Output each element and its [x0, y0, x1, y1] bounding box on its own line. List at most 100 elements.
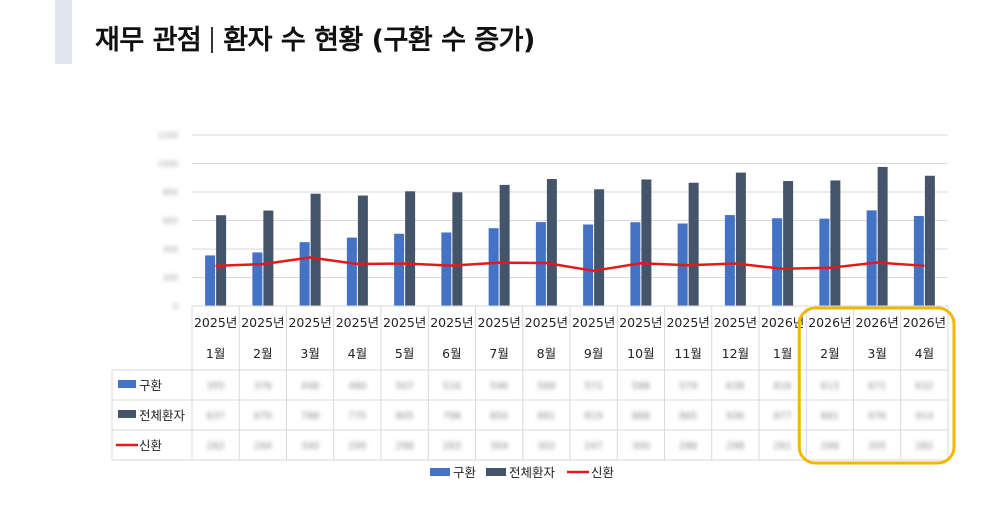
y-tick-label: 1000 — [158, 160, 178, 169]
legend-label: 구환 — [453, 465, 477, 480]
data-label: 589 — [537, 381, 555, 392]
data-label: 286 — [679, 441, 697, 452]
data-label: 300 — [632, 441, 650, 452]
x-tick-label: 2월 — [253, 346, 272, 361]
x-tick-label: 12월 — [722, 346, 749, 361]
bar-total — [216, 215, 227, 306]
title-separator — [211, 27, 214, 53]
data-label: 670 — [254, 411, 272, 422]
x-tick-label: 8월 — [537, 346, 556, 361]
x-tick-label: 1월 — [773, 346, 792, 361]
x-tick-label: 2025년 — [430, 315, 473, 330]
data-label: 305 — [868, 441, 886, 452]
bar-total — [688, 182, 699, 306]
data-label: 516 — [443, 381, 461, 392]
bar-total — [310, 193, 321, 306]
data-label: 638 — [726, 381, 744, 392]
x-tick-label: 11월 — [674, 346, 701, 361]
bar-gu — [913, 215, 924, 306]
bar-gu — [488, 228, 499, 306]
x-tick-label: 2025년 — [619, 315, 662, 330]
bar-gu — [346, 237, 357, 306]
page-title: 재무 관점 환자 수 현황 (구환 수 증가) — [95, 18, 535, 57]
data-table: 2025년 1월 2025년 2월 2025년 3월 2025년 4월 2025년 5월 2025년… — [111, 305, 949, 461]
data-label: 294 — [254, 441, 272, 452]
table-row-label: 구환 — [139, 378, 163, 393]
x-tick-label: 2026년 — [855, 315, 898, 330]
x-tick-label: 4월 — [915, 346, 934, 361]
data-label: 247 — [585, 441, 603, 452]
data-label: 888 — [632, 411, 650, 422]
data-label: 448 — [301, 381, 319, 392]
data-label: 616 — [774, 381, 792, 392]
x-tick-label: 2025년 — [714, 315, 757, 330]
x-tick-label: 2월 — [820, 346, 839, 361]
bar-gu — [772, 218, 783, 306]
bars — [205, 166, 935, 306]
bar-total — [735, 172, 746, 306]
data-label: 298 — [396, 441, 414, 452]
legend: 구환 전체환자 신환 — [430, 465, 615, 480]
x-tick-label: 4월 — [348, 346, 367, 361]
data-label: 340 — [301, 441, 319, 452]
table-row-label: 전체환자 — [139, 408, 186, 423]
data-label: 572 — [585, 381, 603, 392]
bar-total — [641, 179, 652, 306]
x-tick-label: 2025년 — [288, 315, 331, 330]
bar-total — [357, 195, 368, 306]
data-label: 302 — [537, 441, 555, 452]
data-label: 671 — [868, 381, 886, 392]
x-tick-label: 5월 — [395, 346, 414, 361]
x-tick-label: 7월 — [489, 346, 508, 361]
bar-gu — [583, 224, 594, 306]
data-label: 355 — [207, 381, 225, 392]
data-label: 914 — [915, 411, 933, 422]
data-label: 282 — [207, 441, 225, 452]
bar-gu — [299, 242, 310, 306]
data-label: 480 — [348, 381, 366, 392]
x-tick-label: 9월 — [584, 346, 603, 361]
bar-gu — [394, 233, 405, 306]
data-label: 295 — [348, 441, 366, 452]
bar-total — [405, 191, 416, 306]
data-label: 976 — [868, 411, 886, 422]
legend-label: 신환 — [591, 465, 615, 480]
data-label: 891 — [537, 411, 555, 422]
y-tick-label: 0 — [173, 302, 178, 311]
legend-label: 전체환자 — [509, 465, 556, 480]
legend-key — [118, 410, 136, 418]
title-main: 재무 관점 — [95, 25, 202, 56]
bar-total — [546, 179, 557, 306]
bar-total — [452, 192, 463, 306]
bar-gu — [866, 210, 877, 306]
bar-total — [783, 181, 794, 306]
bar-total — [877, 166, 888, 306]
x-tick-label: 2026년 — [808, 315, 851, 330]
y-tick-label: 800 — [163, 188, 178, 197]
data-label: 877 — [774, 411, 792, 422]
bar-total — [830, 180, 841, 306]
data-label: 805 — [396, 411, 414, 422]
data-label: 819 — [585, 411, 603, 422]
data-label: 936 — [726, 411, 744, 422]
data-label: 507 — [396, 381, 414, 392]
data-label: 283 — [443, 441, 461, 452]
x-tick-label: 6월 — [442, 346, 461, 361]
data-label: 579 — [679, 381, 697, 392]
x-tick-label: 1월 — [206, 346, 225, 361]
data-label: 613 — [821, 381, 839, 392]
y-tick-label: 200 — [163, 274, 178, 283]
data-label: 588 — [632, 381, 650, 392]
x-tick-label: 2025년 — [525, 315, 568, 330]
x-tick-label: 2025년 — [666, 315, 709, 330]
x-tick-label: 2026년 — [761, 315, 804, 330]
legend-key — [430, 468, 450, 476]
data-label: 546 — [490, 381, 508, 392]
bar-gu — [252, 252, 263, 306]
y-tick-label: 1200 — [158, 131, 178, 140]
data-label: 632 — [915, 381, 933, 392]
line-shin — [215, 256, 925, 273]
data-label: 304 — [490, 441, 508, 452]
x-tick-label: 3월 — [867, 346, 886, 361]
